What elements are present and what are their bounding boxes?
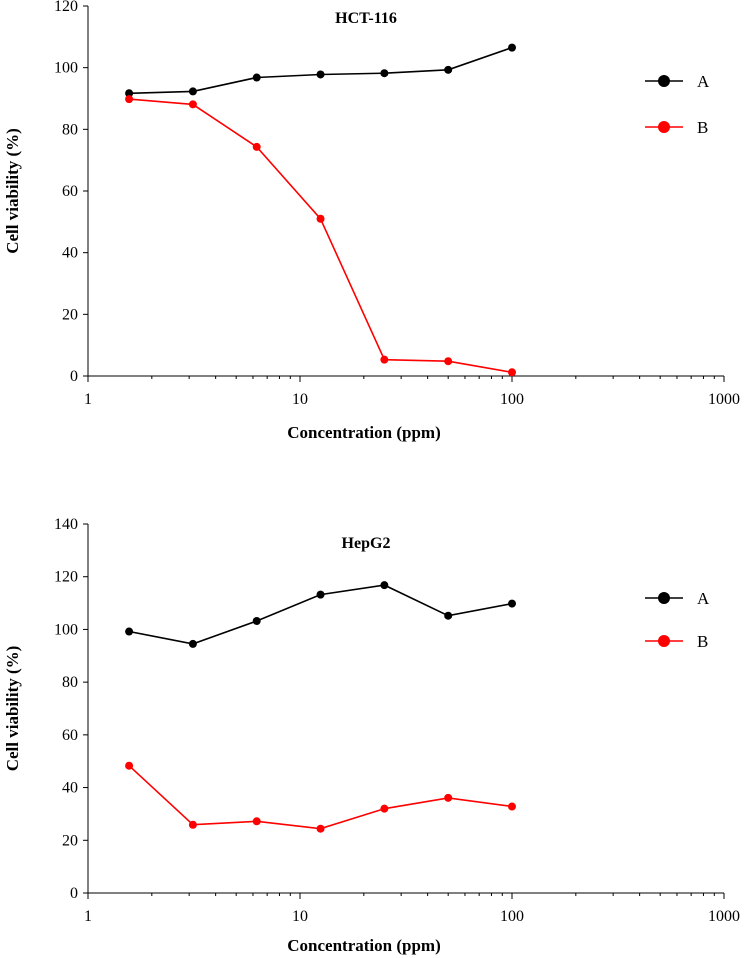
data-point-B xyxy=(316,824,325,833)
data-point-B xyxy=(380,804,389,813)
y-tick-label: 120 xyxy=(54,0,78,15)
x-tick-label: 1000 xyxy=(708,391,740,408)
series-line-A xyxy=(129,46,513,95)
y-tick-label: 20 xyxy=(62,832,78,849)
y-tick-label: 100 xyxy=(54,60,78,77)
series-line-B xyxy=(128,765,513,830)
data-point-B xyxy=(380,355,389,364)
data-point-A xyxy=(380,69,389,78)
legend-label-B: B xyxy=(697,118,708,137)
data-point-B xyxy=(188,820,197,829)
y-axis-title: Cell viability (%) xyxy=(3,646,22,772)
data-point-A xyxy=(188,639,197,648)
data-point-A xyxy=(125,627,134,636)
x-tick-label: 1 xyxy=(84,908,92,925)
legend-label-A: A xyxy=(697,589,710,608)
x-tick-label: 1 xyxy=(84,391,92,408)
data-point-A xyxy=(444,611,453,620)
y-tick-label: 80 xyxy=(62,121,78,138)
data-point-B xyxy=(444,793,453,802)
legend-marker-A xyxy=(658,75,670,87)
y-tick-label: 0 xyxy=(70,368,78,385)
data-point-B xyxy=(125,95,134,104)
data-point-B xyxy=(508,368,516,377)
x-axis-title: Concentration (ppm) xyxy=(287,936,440,955)
y-tick-label: 40 xyxy=(62,780,78,797)
data-point-B xyxy=(125,761,134,770)
data-point-A xyxy=(380,581,389,590)
data-point-A xyxy=(252,73,261,82)
data-point-A xyxy=(188,87,197,96)
y-tick-label: 60 xyxy=(62,727,78,744)
data-point-A xyxy=(508,599,516,608)
y-tick-label: 80 xyxy=(62,674,78,691)
data-point-B xyxy=(316,214,325,223)
chart-title: HCT-116 xyxy=(335,10,397,27)
y-axis-title: Cell viability (%) xyxy=(3,128,22,254)
data-point-A xyxy=(252,616,261,625)
chart-panel-2: 0 20 40 60 80 100 120 140 1 10 100 1000 HepG2 Concent… xyxy=(3,516,740,955)
data-point-A xyxy=(125,89,134,98)
y-tick-label: 140 xyxy=(54,516,78,533)
data-point-B xyxy=(252,142,261,151)
data-point-A xyxy=(316,590,325,599)
data-point-A xyxy=(508,43,516,52)
data-point-B xyxy=(188,100,197,109)
data-point-B xyxy=(444,357,453,366)
legend-marker-A xyxy=(658,592,670,604)
data-point-B xyxy=(252,817,261,826)
legend-marker-B xyxy=(658,635,670,647)
x-tick-label: 10 xyxy=(292,391,308,408)
legend-marker-B xyxy=(658,121,670,133)
y-tick-label: 20 xyxy=(62,306,78,323)
x-tick-label: 1000 xyxy=(708,908,740,925)
y-tick-label: 120 xyxy=(54,569,78,586)
x-axis-title: Concentration (ppm) xyxy=(287,423,440,442)
x-tick-label: 100 xyxy=(500,908,524,925)
legend-label-B: B xyxy=(697,632,708,651)
data-point-A xyxy=(444,65,453,74)
x-tick-label: 100 xyxy=(500,391,524,408)
series-line-B xyxy=(129,98,513,374)
chart-title: HepG2 xyxy=(342,535,391,552)
y-tick-label: 0 xyxy=(70,885,78,902)
x-tick-label: 10 xyxy=(292,908,308,925)
data-point-B xyxy=(508,802,516,811)
legend-label-A: A xyxy=(697,72,710,91)
y-tick-label: 60 xyxy=(62,183,78,200)
y-tick-label: 100 xyxy=(54,621,78,638)
data-point-A xyxy=(316,70,325,79)
y-tick-label: 40 xyxy=(62,245,78,262)
